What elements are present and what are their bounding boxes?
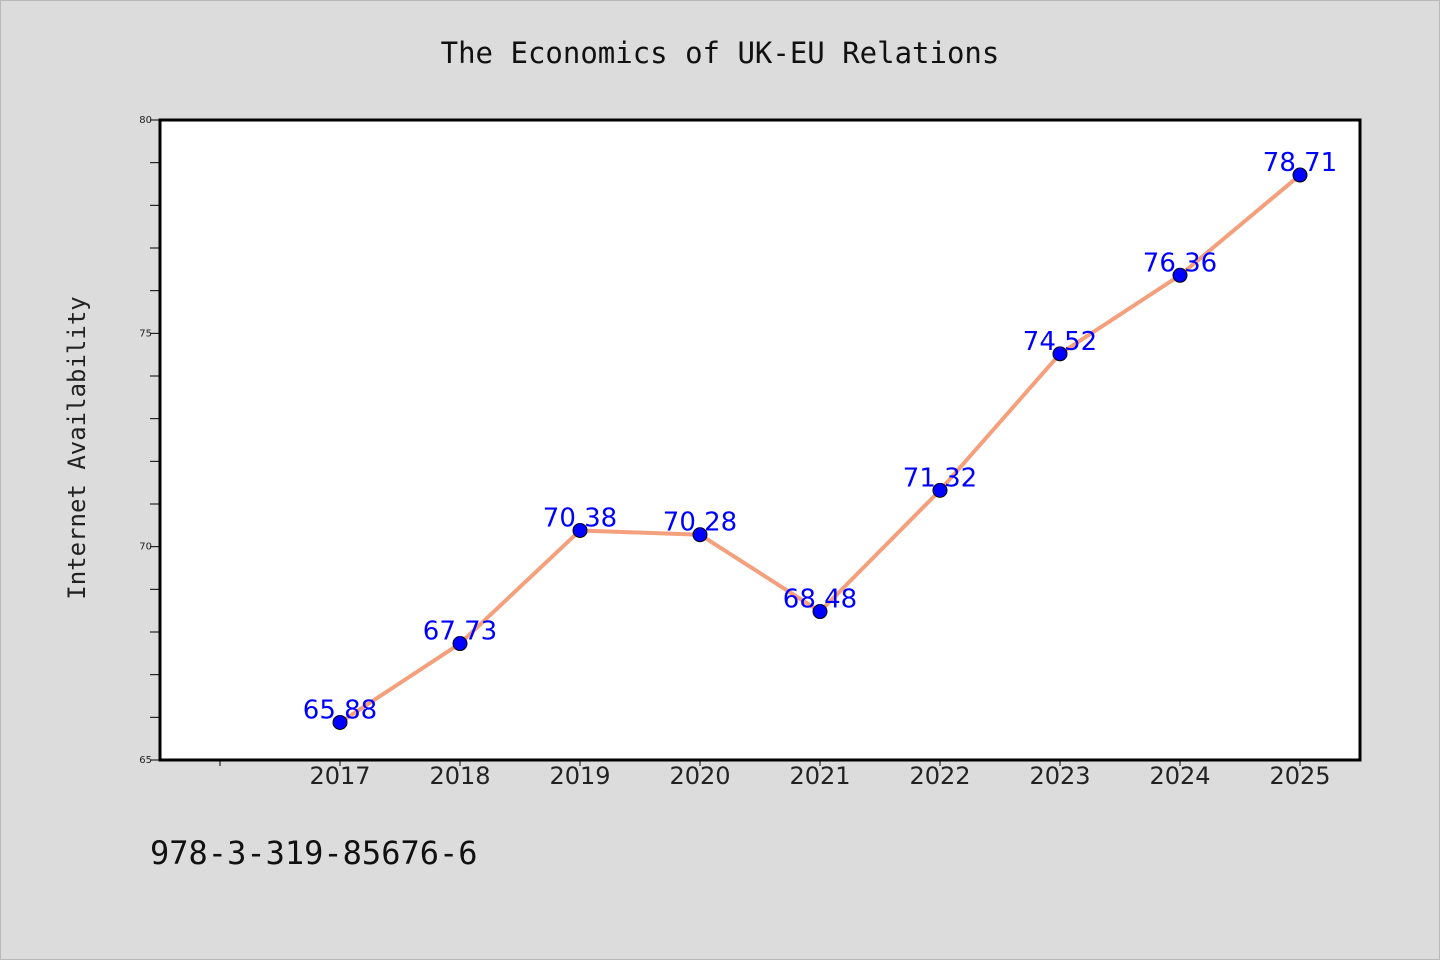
- data-label: 70.28: [663, 508, 737, 538]
- x-tick-label: 2024: [1149, 762, 1210, 790]
- data-label: 74.52: [1023, 327, 1097, 357]
- data-point: [692, 527, 708, 543]
- y-tick-label: 80: [139, 115, 152, 126]
- data-point: [452, 636, 468, 652]
- data-label: 70.38: [543, 503, 617, 533]
- data-point: [1052, 346, 1068, 362]
- x-tick-label: 2022: [909, 762, 970, 790]
- x-tick-label: 2021: [789, 762, 850, 790]
- x-tick-label: 2018: [429, 762, 490, 790]
- data-point: [812, 604, 828, 620]
- x-tick-label: 2025: [1269, 762, 1330, 790]
- plot-area: [160, 120, 1360, 760]
- plot-border: [158, 118, 1362, 762]
- footer-isbn: 978-3-319-85676-6: [150, 834, 478, 872]
- y-tick-label: 70: [139, 542, 152, 553]
- data-label: 76.36: [1143, 248, 1217, 278]
- x-tick-label: 2017: [309, 762, 370, 790]
- y-axis: 65 70 75 80: [139, 115, 160, 766]
- data-label: 67.73: [423, 617, 497, 647]
- data-point: [1172, 267, 1188, 283]
- x-tick-label: 2019: [549, 762, 610, 790]
- x-tick-label: 2020: [669, 762, 730, 790]
- data-point: [332, 714, 348, 730]
- data-point: [572, 522, 588, 538]
- y-tick-label: 75: [139, 328, 152, 339]
- data-labels: 65.88 67.73 70.38 70.28 68.48 71.32 74.52 76.36…: [303, 148, 1337, 725]
- series-markers: [332, 167, 1308, 730]
- x-axis: 2017 2018 2019 2020 2021 2022 2023 2024 2025: [219, 760, 1331, 790]
- x-tick-label: 2023: [1029, 762, 1090, 790]
- data-label: 68.48: [783, 585, 857, 615]
- chart-title: The Economics of UK-EU Relations: [441, 36, 1000, 70]
- data-point: [1292, 167, 1308, 183]
- data-label: 78.71: [1263, 148, 1337, 178]
- y-tick-label: 65: [139, 755, 152, 766]
- data-label: 65.88: [303, 695, 377, 725]
- y-axis-label: Internet Availability: [63, 296, 91, 599]
- data-label: 71.32: [903, 463, 977, 493]
- data-point: [932, 482, 948, 498]
